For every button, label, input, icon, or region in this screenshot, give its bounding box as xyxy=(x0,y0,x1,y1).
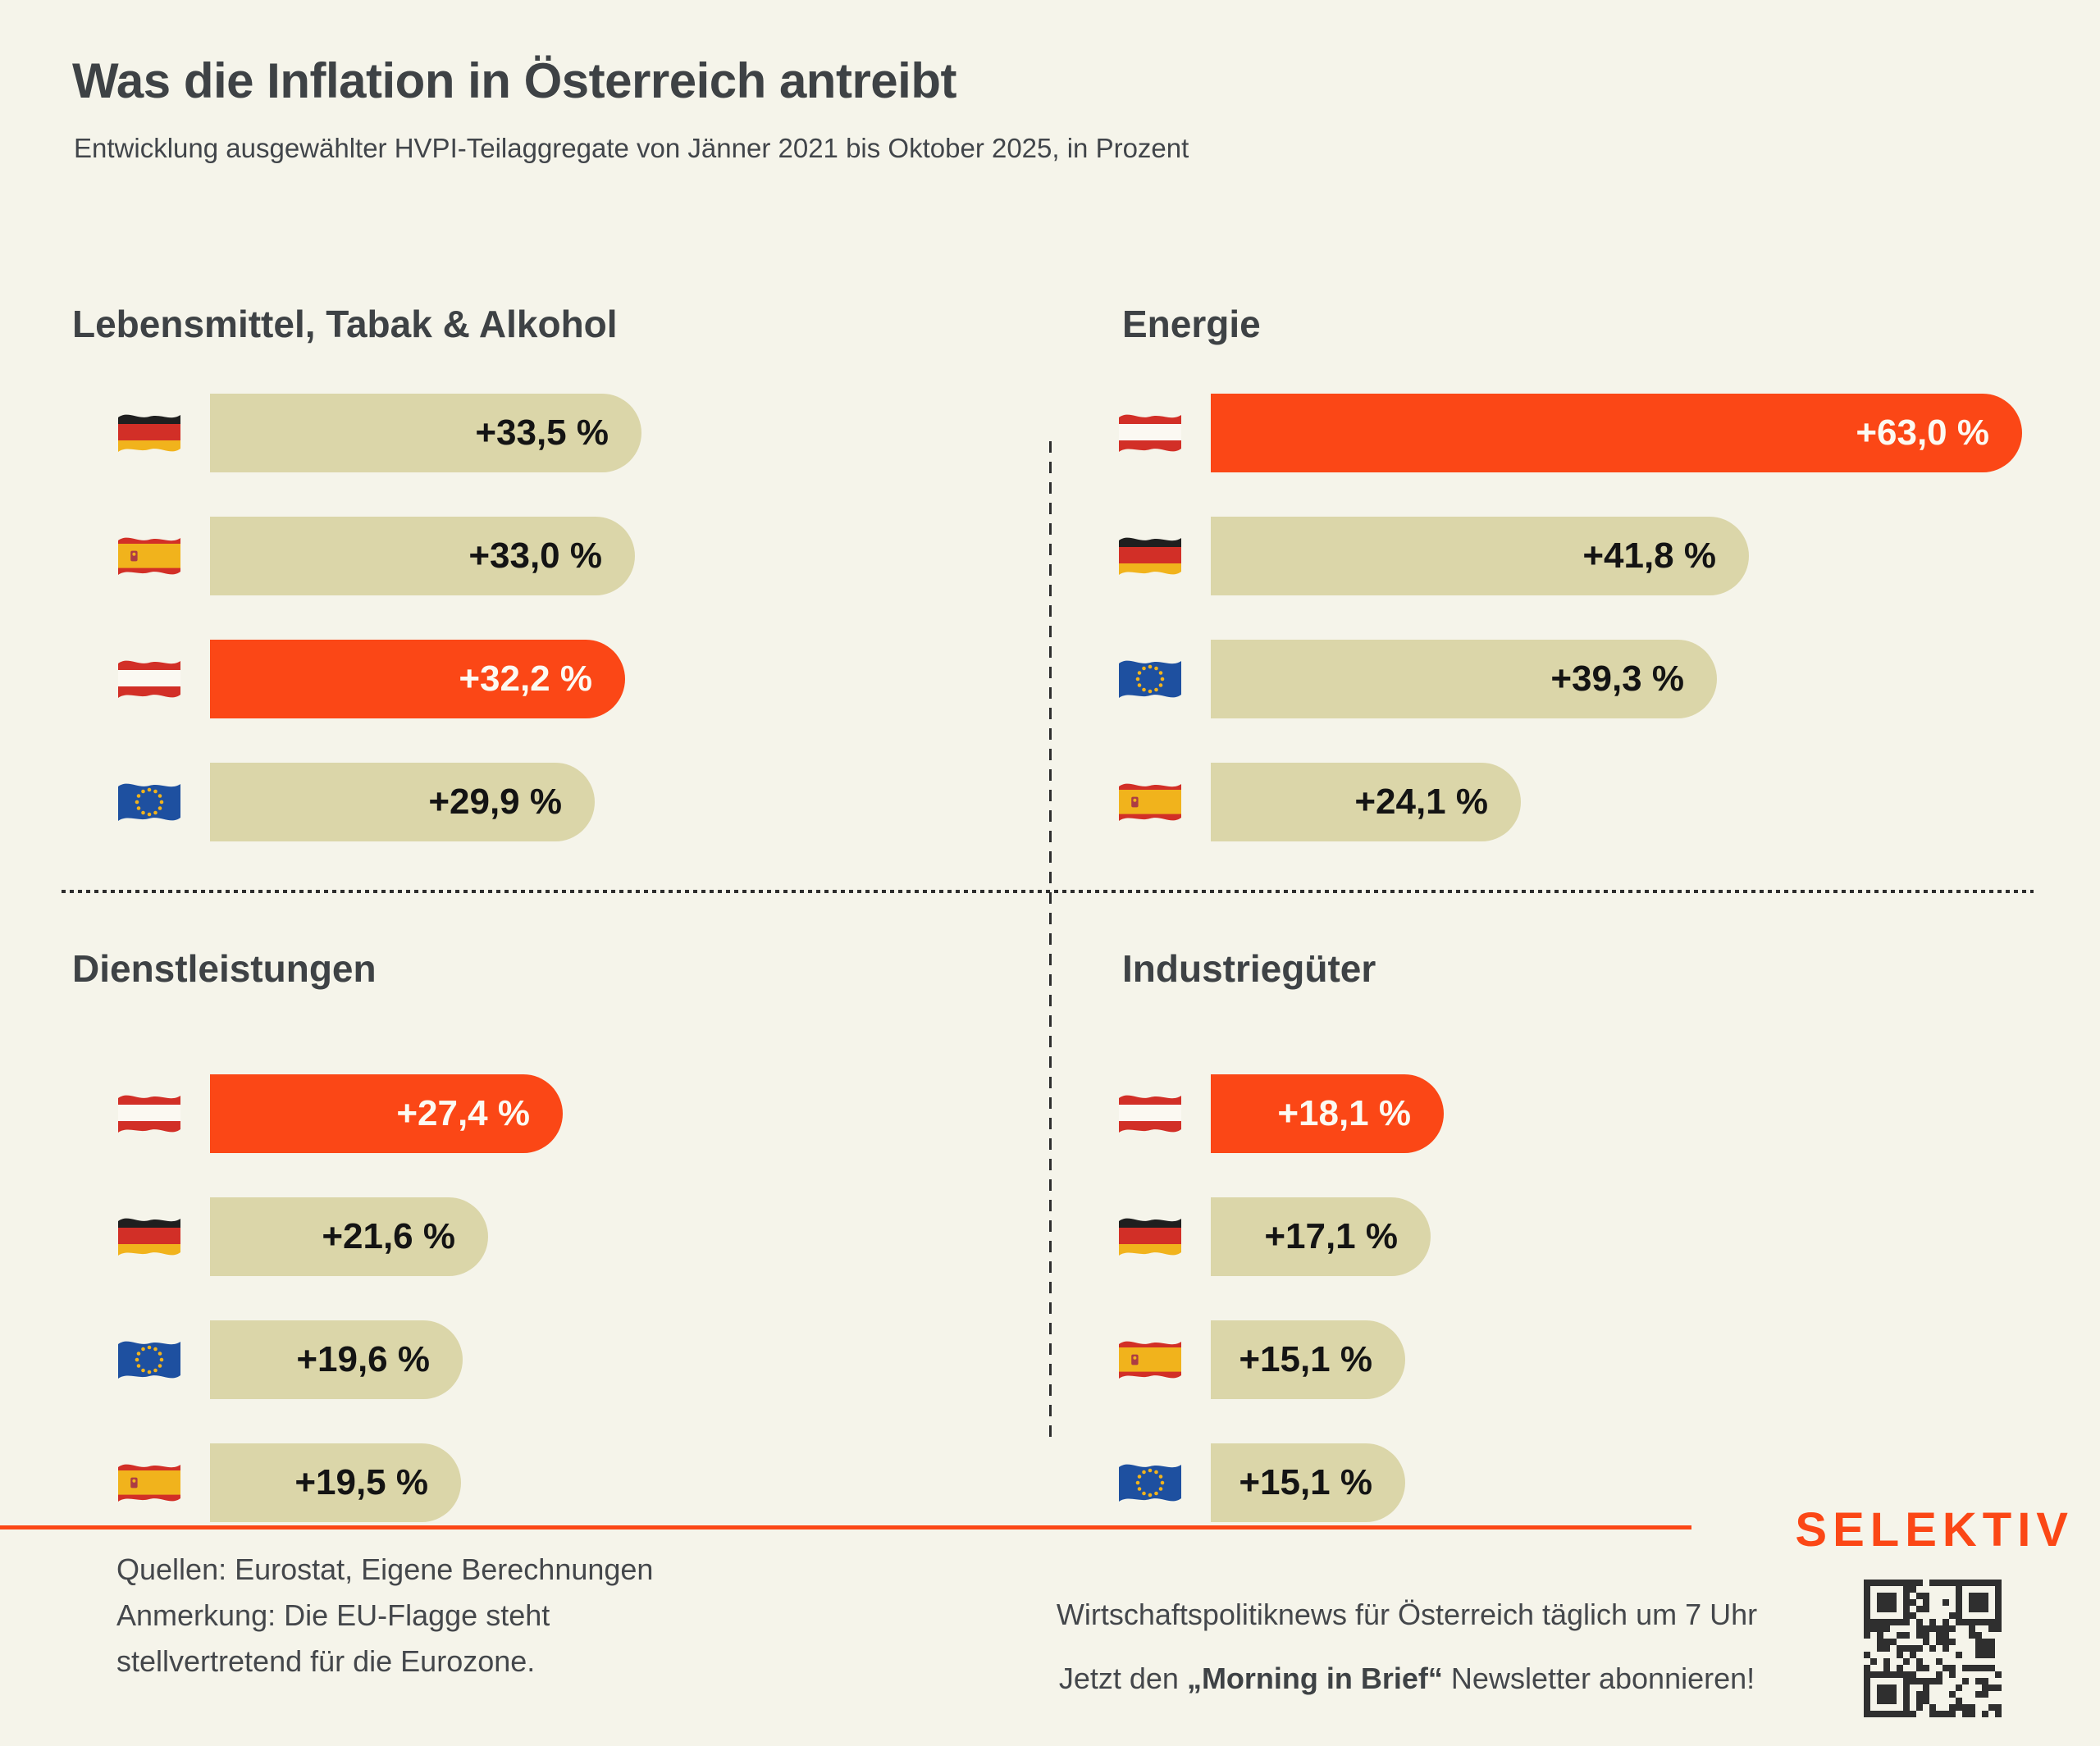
page-title: Was die Inflation in Österreich antreibt xyxy=(72,53,956,108)
bar-value-label: +32,2 % xyxy=(459,659,592,699)
spain-flag-icon xyxy=(115,531,184,581)
newsletter-tagline: Wirtschaftspolitiknews für Österreich tä… xyxy=(1056,1598,1758,1631)
qr-code xyxy=(1864,1580,2002,1717)
bar-spain: +19,5 % xyxy=(210,1443,461,1522)
newsletter-cta-prefix: Jetzt den xyxy=(1058,1662,1187,1695)
horizontal-divider xyxy=(62,890,2034,893)
bar-value-label: +39,3 % xyxy=(1550,659,1684,699)
selektiv-logo: SELEKTIV xyxy=(1795,1503,2074,1557)
bar-value-label: +19,5 % xyxy=(294,1462,428,1502)
bar-value-label: +19,6 % xyxy=(296,1339,430,1379)
footer-sources-line: Quellen: Eurostat, Eigene Berechnungen xyxy=(116,1552,654,1586)
newsletter-cta-bold: „Morning in Brief“ xyxy=(1186,1662,1443,1695)
bar-value-label: +21,6 % xyxy=(322,1216,455,1256)
bar-austria: +63,0 % xyxy=(1211,394,2022,472)
bar-spain: +24,1 % xyxy=(1211,763,1521,841)
newsletter-cta: Jetzt den „Morning in Brief“ Newsletter … xyxy=(943,1662,1870,1696)
bar-germany: +17,1 % xyxy=(1211,1197,1431,1276)
footer-accent-rule xyxy=(0,1525,1691,1529)
eu-flag-icon xyxy=(1116,1457,1185,1508)
bar-value-label: +63,0 % xyxy=(1856,413,1989,453)
quadrant-title: Lebensmittel, Tabak & Alkohol xyxy=(72,303,618,345)
germany-flag-icon xyxy=(1116,1211,1185,1262)
bar-spain: +15,1 % xyxy=(1211,1320,1405,1399)
bar-austria: +18,1 % xyxy=(1211,1074,1444,1153)
bar-value-label: +24,1 % xyxy=(1354,782,1488,822)
footer-newsletter: Wirtschaftspolitiknews für Österreich tä… xyxy=(943,1598,1870,1696)
austria-flag-icon xyxy=(115,654,184,704)
spain-flag-icon xyxy=(1116,1334,1185,1385)
bar-value-label: +17,1 % xyxy=(1264,1216,1398,1256)
bar-austria: +32,2 % xyxy=(210,640,625,718)
eu-flag-icon xyxy=(115,777,184,827)
page-subtitle: Entwicklung ausgewählter HVPI-Teilaggreg… xyxy=(74,133,1189,163)
bar-germany: +41,8 % xyxy=(1211,517,1749,595)
footer-sources-line: Anmerkung: Die EU-Flagge steht xyxy=(116,1598,550,1632)
bar-value-label: +33,5 % xyxy=(475,413,609,453)
vertical-divider xyxy=(1049,441,1052,1445)
bar-value-label: +18,1 % xyxy=(1277,1093,1411,1133)
austria-flag-icon xyxy=(1116,408,1185,458)
germany-flag-icon xyxy=(115,408,184,458)
bar-spain: +33,0 % xyxy=(210,517,635,595)
footer-sources: Quellen: Eurostat, Eigene Berechnungen A… xyxy=(116,1547,653,1684)
bar-germany: +33,5 % xyxy=(210,394,641,472)
eu-flag-icon xyxy=(115,1334,184,1385)
bar-eu: +19,6 % xyxy=(210,1320,463,1399)
bar-eu: +15,1 % xyxy=(1211,1443,1405,1522)
footer-sources-line: stellvertretend für die Eurozone. xyxy=(116,1644,536,1678)
bar-eu: +39,3 % xyxy=(1211,640,1717,718)
bar-eu: +29,9 % xyxy=(210,763,595,841)
spain-flag-icon xyxy=(115,1457,184,1508)
bar-value-label: +29,9 % xyxy=(428,782,562,822)
quadrant-title: Dienstleistungen xyxy=(72,947,377,990)
bar-value-label: +15,1 % xyxy=(1239,1339,1372,1379)
bar-germany: +21,6 % xyxy=(210,1197,488,1276)
germany-flag-icon xyxy=(1116,531,1185,581)
bar-value-label: +15,1 % xyxy=(1239,1462,1372,1502)
quadrant-title: Energie xyxy=(1122,303,1261,345)
newsletter-cta-suffix: Newsletter abonnieren! xyxy=(1442,1662,1755,1695)
bar-value-label: +41,8 % xyxy=(1582,536,1716,576)
germany-flag-icon xyxy=(115,1211,184,1262)
bar-austria: +27,4 % xyxy=(210,1074,563,1153)
eu-flag-icon xyxy=(1116,654,1185,704)
spain-flag-icon xyxy=(1116,777,1185,827)
bar-value-label: +27,4 % xyxy=(396,1093,530,1133)
austria-flag-icon xyxy=(1116,1088,1185,1139)
quadrant-title: Industriegüter xyxy=(1122,947,1376,990)
bar-value-label: +33,0 % xyxy=(468,536,602,576)
austria-flag-icon xyxy=(115,1088,184,1139)
